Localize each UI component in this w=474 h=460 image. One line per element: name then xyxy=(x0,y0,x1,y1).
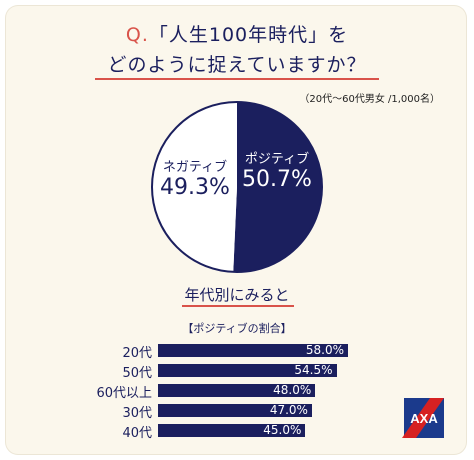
pie-label-value: 49.3% xyxy=(160,175,230,200)
bar-value-label: 45.0% xyxy=(263,423,302,437)
question-text-line1: 「人生100年時代」を xyxy=(148,24,349,46)
bar-category-label: 60代以上 xyxy=(96,386,152,401)
bar-category-label: 20代 xyxy=(122,346,152,361)
pie-label-name: ポジティブ xyxy=(244,152,310,167)
bar xyxy=(158,404,312,417)
bar xyxy=(158,344,348,357)
bar-value-label: 48.0% xyxy=(273,383,312,397)
pie-label-value: 50.7% xyxy=(242,167,312,192)
bar xyxy=(158,424,306,437)
bar-value-label: 47.0% xyxy=(269,403,308,417)
pie-slice xyxy=(233,101,323,272)
bar-value-label: 54.5% xyxy=(294,363,333,377)
bar-value-label: 58.0% xyxy=(305,343,344,357)
title-underline xyxy=(95,78,379,80)
pie-label-name: ネガティブ xyxy=(162,160,228,175)
pie-outline xyxy=(151,101,323,273)
survey-note: （20代〜60代男女 /1,000名） xyxy=(299,94,440,105)
bar-title-underline xyxy=(182,305,294,307)
pie-label-positive: ポジティブ 50.7% xyxy=(232,148,322,192)
bar-category-label: 50代 xyxy=(122,366,152,381)
question-title-line2: どのように捉えていますか？ xyxy=(107,54,367,76)
bar-chart-title: 年代別にみると xyxy=(184,286,290,304)
pie-label-negative: ネガティブ 49.3% xyxy=(150,156,240,200)
bar-category-label: 40代 xyxy=(122,426,152,441)
bar xyxy=(158,384,316,397)
question-title-line1: Q.「人生100年時代」を xyxy=(0,20,474,47)
bar-category-label: 30代 xyxy=(122,406,152,421)
question-prefix: Q. xyxy=(125,24,149,46)
bar xyxy=(158,364,337,377)
bar-chart-subtitle: 【ポジティブの割合】 xyxy=(182,322,292,335)
pie-slice xyxy=(152,102,237,272)
